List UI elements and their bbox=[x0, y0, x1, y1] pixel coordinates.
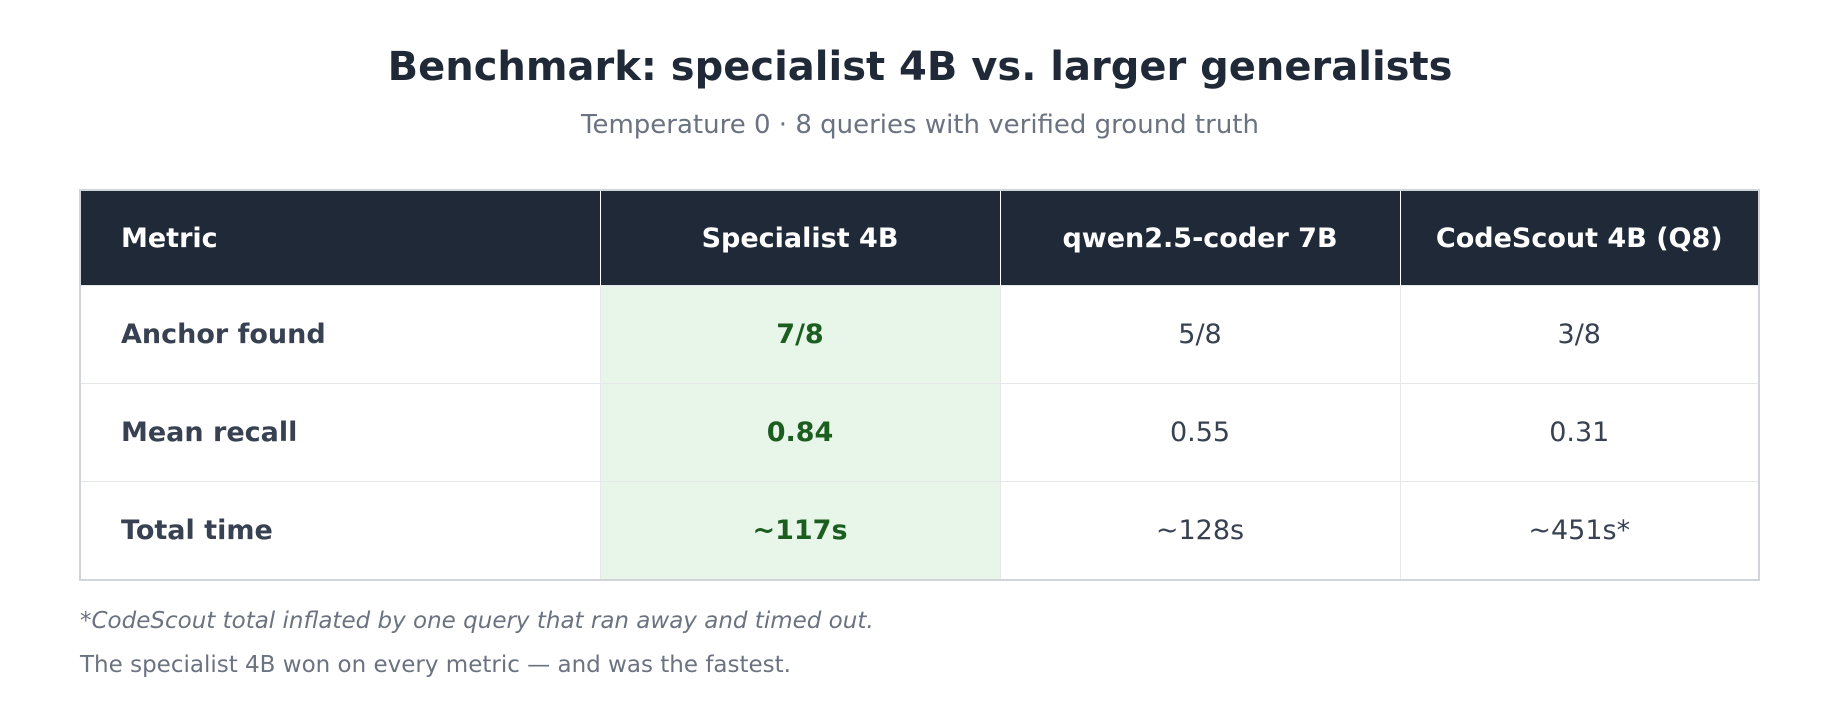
table-row: Anchor found 7/8 5/8 3/8 bbox=[80, 285, 1759, 384]
row-label: Anchor found bbox=[80, 285, 600, 384]
table-cell: ~117s bbox=[599, 481, 1000, 580]
table-cell: 0.31 bbox=[1399, 383, 1759, 482]
column-header: Specialist 4B bbox=[599, 190, 1000, 286]
column-header: Metric bbox=[80, 190, 600, 286]
footnote: *CodeScout total inflated by one query t… bbox=[80, 608, 874, 634]
table-cell: 0.55 bbox=[999, 383, 1400, 482]
table-cell: 5/8 bbox=[999, 285, 1400, 384]
table-row: Total time ~117s ~128s ~451s* bbox=[80, 481, 1759, 580]
table-cell: 3/8 bbox=[1399, 285, 1759, 384]
table-cell: 0.84 bbox=[599, 383, 1000, 482]
subtitle: Temperature 0 · 8 queries with verified … bbox=[581, 110, 1259, 140]
column-header: qwen2.5-coder 7B bbox=[999, 190, 1400, 286]
table-cell: ~451s* bbox=[1399, 481, 1759, 580]
table-cell: ~128s bbox=[999, 481, 1400, 580]
title: Benchmark: specialist 4B vs. larger gene… bbox=[387, 44, 1453, 90]
table-row: Mean recall 0.84 0.55 0.31 bbox=[80, 383, 1759, 482]
row-label: Total time bbox=[80, 481, 600, 580]
table-cell: 7/8 bbox=[599, 285, 1000, 384]
header-row: Metric Specialist 4B qwen2.5-coder 7B CodeS… bbox=[80, 190, 1759, 286]
benchmark-table: Metric Specialist 4B qwen2.5-coder 7B CodeS… bbox=[79, 189, 1760, 581]
row-label: Mean recall bbox=[80, 383, 600, 482]
summary: The specialist 4B won on every metric — … bbox=[80, 652, 791, 678]
column-header: CodeScout 4B (Q8) bbox=[1399, 190, 1759, 286]
